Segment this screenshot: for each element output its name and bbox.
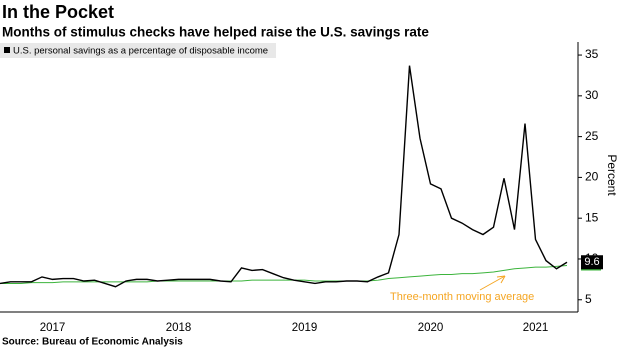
chart-title: In the Pocket [2,2,114,22]
end-value-label: 9.6 [584,256,599,268]
x-tick-label: 2017 [40,322,66,334]
chart-subtitle: Months of stimulus checks have helped ra… [2,25,429,40]
annotation-arrowhead [496,275,506,284]
x-tick-label: 2018 [166,322,192,334]
series-line [0,65,568,288]
annotation: Three-month moving average [390,291,534,303]
legend-box [0,43,276,58]
end-tag [581,255,603,270]
y-tick-label: 30 [585,88,599,102]
annotation-arrow [479,275,506,291]
x-tick-label: 2021 [523,322,549,334]
x-tick-label: 2019 [292,322,318,334]
y-tick-label: 35 [585,47,599,61]
legend-swatch [4,47,10,53]
y-tick-label: 15 [585,210,599,224]
y-tick-label: 25 [585,129,599,143]
x-tick-label: 2020 [418,322,444,334]
y-axis-label: Percent [605,154,619,196]
source: Source: Bureau of Economic Analysis [2,337,183,348]
y-tick-label: 20 [585,170,599,184]
y-tick-label: 5 [585,292,592,306]
legend-label: U.S. personal savings as a percentage of… [13,46,268,57]
series-line [0,265,568,284]
